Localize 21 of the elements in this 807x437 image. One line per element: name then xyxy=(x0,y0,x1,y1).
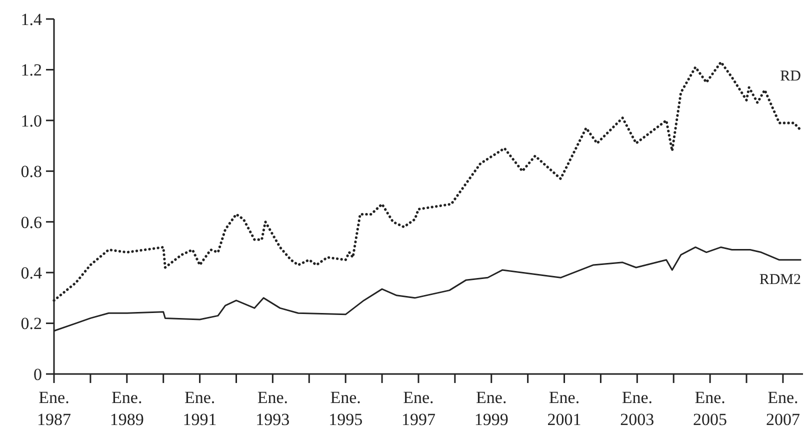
x-tick-label: Ene. 2003 xyxy=(620,388,654,429)
y-tick-label: 1.0 xyxy=(20,111,42,130)
x-tick-label: Ene. 1995 xyxy=(328,388,363,429)
x-tick-label: Ene. 1997 xyxy=(401,388,436,429)
y-tick-label: 0.8 xyxy=(20,162,42,182)
series-label: RDM2 xyxy=(759,272,801,288)
x-tick-label: Ene. 1991 xyxy=(182,388,217,429)
x-tick-label: Ene. 2005 xyxy=(693,388,728,429)
y-tick-label: 0.4 xyxy=(20,264,42,283)
x-tick-label: Ene. 1993 xyxy=(256,388,290,429)
y-tick-label: 0 xyxy=(34,364,42,384)
x-tick-label: Ene. 2001 xyxy=(547,388,582,429)
y-tick-label: 1.4 xyxy=(20,10,42,29)
x-tick-label: Ene. 1989 xyxy=(110,388,144,429)
y-tick-label: 0.2 xyxy=(20,314,42,334)
y-tick-label: 1.2 xyxy=(20,60,42,80)
series-label: RD xyxy=(780,68,802,85)
x-tick-label: Ene. 2007 xyxy=(766,388,800,429)
x-tick-label: Ene. 1987 xyxy=(37,388,72,429)
y-tick-label: 0.6 xyxy=(20,212,42,232)
x-tick-label: Ene. 1999 xyxy=(474,388,508,429)
